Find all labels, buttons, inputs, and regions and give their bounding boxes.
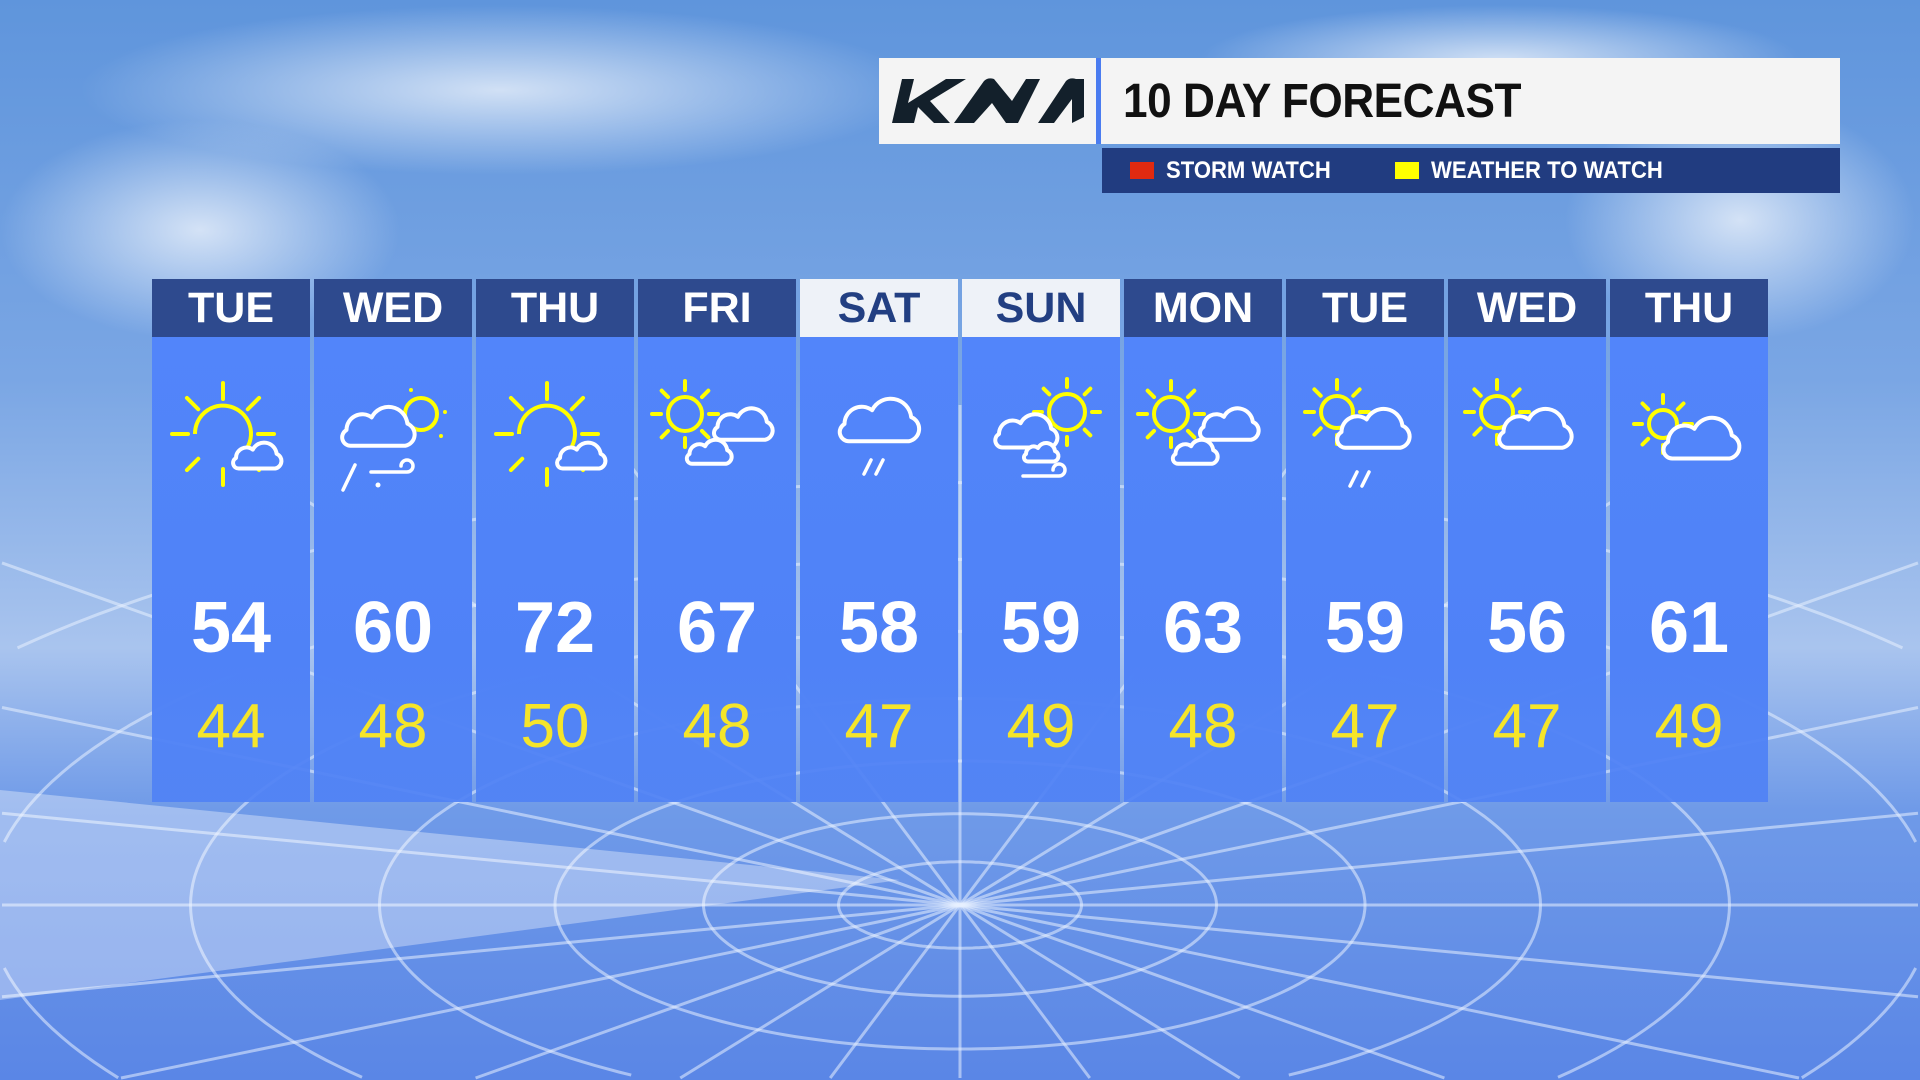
low-temp: 47	[1330, 692, 1400, 761]
day-label: MON	[1124, 279, 1282, 337]
day-body: 72 50	[476, 337, 634, 802]
high-temp: 59	[1324, 588, 1406, 668]
high-temp: 54	[190, 588, 272, 668]
cloud-rain-icon	[837, 396, 922, 476]
day-label: SAT	[800, 279, 958, 337]
day-label: TUE	[152, 279, 310, 337]
day-body: 59 49	[962, 337, 1120, 802]
day-body: 61 49	[1610, 337, 1768, 802]
page-title: 10 DAY FORECAST	[1123, 74, 1522, 128]
day-label: TUE	[1286, 279, 1444, 337]
partly-cloudy-showers-icon	[1303, 378, 1412, 488]
high-temp: 61	[1648, 588, 1730, 668]
sun-small-cloud-icon	[494, 381, 608, 487]
high-temp: 58	[838, 588, 920, 668]
high-temp: 56	[1486, 588, 1568, 668]
cloud-sun-wind-icon	[993, 377, 1102, 478]
low-temp: 49	[1006, 692, 1076, 761]
kia-logo-icon	[891, 78, 1084, 123]
low-temp: 48	[358, 692, 428, 761]
day-body: 67 48	[638, 337, 796, 802]
day-label: THU	[1610, 279, 1768, 337]
storm-watch-swatch	[1130, 162, 1154, 179]
high-temp: 59	[1000, 588, 1082, 668]
sun-small-cloud-icon	[170, 381, 284, 487]
day-label: WED	[314, 279, 472, 337]
day-body: 63 48	[1124, 337, 1282, 802]
day-column: THU 61 49	[1610, 279, 1768, 802]
low-temp: 44	[196, 692, 266, 761]
day-body: 58 47	[800, 337, 958, 802]
day-column: MON 63 48	[1124, 279, 1282, 802]
day-column: WED 60 48	[314, 279, 472, 802]
day-body: 56 47	[1448, 337, 1606, 802]
forecast-header: 10 DAY FORECAST	[879, 58, 1840, 144]
day-column: TUE 54 44	[152, 279, 310, 802]
high-temp: 72	[514, 588, 596, 668]
legend-label: WEATHER TO WATCH	[1431, 156, 1663, 184]
cloud-sun-wind-rain-icon	[340, 388, 447, 492]
day-column: FRI 67 48	[638, 279, 796, 802]
high-temp: 63	[1162, 588, 1244, 668]
low-temp: 50	[520, 692, 590, 761]
low-temp: 47	[844, 692, 914, 761]
high-temp: 60	[352, 588, 434, 668]
day-column: THU 72 50	[476, 279, 634, 802]
day-label: FRI	[638, 279, 796, 337]
low-temp: 49	[1654, 692, 1724, 761]
low-temp: 48	[682, 692, 752, 761]
day-label: THU	[476, 279, 634, 337]
low-temp: 48	[1168, 692, 1238, 761]
mostly-cloudy-icon	[1632, 393, 1742, 461]
day-column: SUN 59 49	[962, 279, 1120, 802]
legend-weather-to-watch: WEATHER TO WATCH	[1395, 157, 1683, 185]
legend-storm-watch: STORM WATCH	[1130, 157, 1345, 185]
day-body: 59 47	[1286, 337, 1444, 802]
day-body: 54 44	[152, 337, 310, 802]
partly-cloudy-icon	[1463, 378, 1574, 450]
day-label: WED	[1448, 279, 1606, 337]
weather-to-watch-swatch	[1395, 162, 1420, 179]
partly-cloudy-double-cloud-icon	[1136, 379, 1261, 466]
day-column: WED 56 47	[1448, 279, 1606, 802]
day-body: 60 48	[314, 337, 472, 802]
partly-cloudy-double-cloud-icon	[650, 379, 775, 466]
day-column: SAT 58 47	[800, 279, 958, 802]
legend-label: STORM WATCH	[1166, 156, 1331, 184]
high-temp: 67	[676, 588, 758, 668]
legend-bar: STORM WATCH WEATHER TO WATCH	[1102, 148, 1840, 193]
day-column: TUE 59 47	[1286, 279, 1444, 802]
day-label: SUN	[962, 279, 1120, 337]
kia-logo	[879, 58, 1101, 144]
low-temp: 47	[1492, 692, 1562, 761]
